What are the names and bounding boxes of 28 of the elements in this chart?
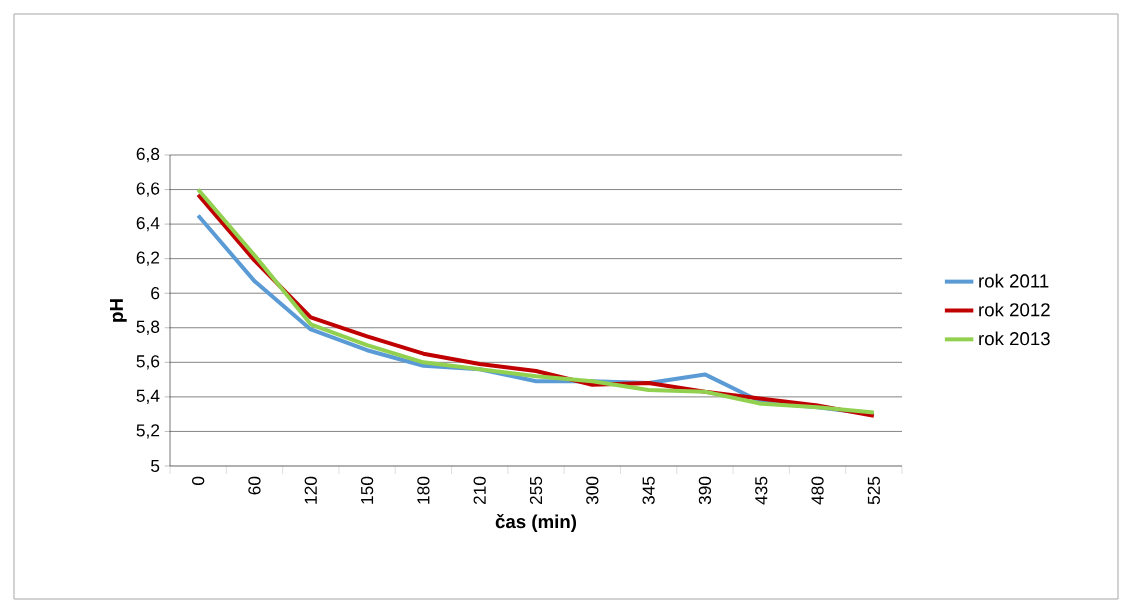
y-tick-label: 5,6 [136,355,160,370]
x-tick-label: 435 [755,476,768,505]
legend-label: rok 2011 [979,273,1049,288]
x-tick-label: 180 [417,476,430,504]
x-tick-label: 480 [811,476,824,505]
legend-label: rok 2013 [979,331,1050,346]
y-tick-label: 6 [151,287,160,300]
y-tick-label: 6,6 [136,182,160,197]
y-tick-label: 5,2 [136,424,160,439]
x-axis-title: čas (min) [495,514,577,532]
x-tick-label: 0 [192,476,205,485]
x-tick-label: 345 [642,476,655,505]
y-tick-label: 5,4 [136,389,160,404]
x-tick-label: 60 [248,476,261,495]
x-tick-label: 255 [529,476,543,505]
y-tick-label: 6,2 [136,251,160,266]
x-tick-label: 300 [586,476,599,505]
x-tick-label: 525 [867,476,880,505]
x-tick-label: 120 [304,476,317,504]
x-tick-label: 390 [698,476,712,505]
y-tick-label: 5 [151,459,160,473]
x-tick-label: 210 [473,476,486,505]
x-tick-label: 150 [360,476,374,504]
legend-label: rok 2012 [979,302,1050,317]
y-axis-title: pH [110,299,127,322]
y-tick-label: 6,8 [136,147,160,163]
y-tick-label: 6,4 [136,216,160,232]
y-tick-label: 5,8 [136,320,160,335]
